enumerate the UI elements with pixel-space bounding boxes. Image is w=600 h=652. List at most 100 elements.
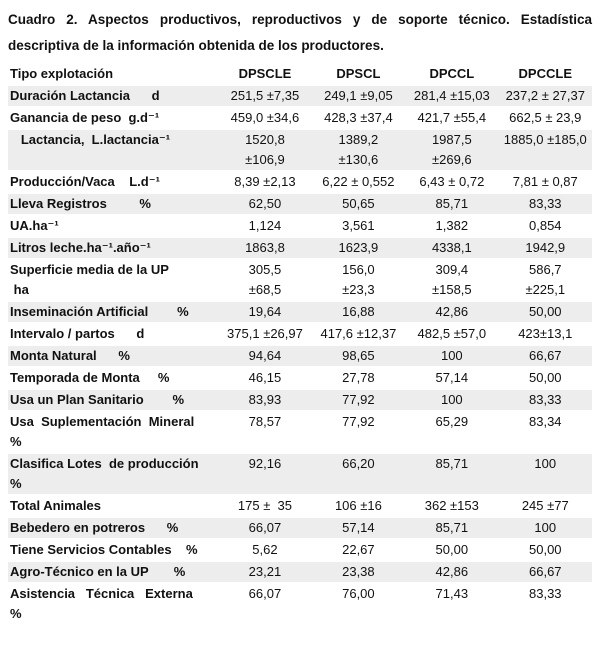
value-cell: 66,20 [311,453,406,496]
value-cell: 305,5 ±68,5 [218,259,312,302]
statistics-table: Tipo explotación DPSCLE DPSCL DPCCL DPCC… [8,64,592,626]
table-row: Ganancia de peso g.d⁻¹ 459,0 ±34,6 428,3 ±… [8,107,592,130]
value-cell: 156,0 ±23,3 [311,259,406,302]
value-cell: 77,92 [311,411,406,454]
value-cell: 50,00 [498,301,592,324]
value-cell: 245 ±77 [498,495,592,518]
table-row: Inseminación Artificial % 19,64 16,88 42,86… [8,301,592,324]
value-cell: 19,64 [218,301,312,324]
row-label: Producción/Vaca L.d⁻¹ [8,171,219,194]
table-row: Asistencia Técnica Externa % 66,07 76,00 71… [8,583,592,626]
value-cell: 22,67 [311,539,406,562]
value-cell: 78,57 [218,411,312,454]
table-row: Bebedero en potreros % 66,07 57,14 85,71 100 [8,517,592,540]
table-page: Cuadro 2. Aspectos productivos, reproduc… [8,12,592,626]
value-cell: 94,64 [218,345,312,368]
table-row: Superficie media de la UP ha 305,5 ±68,5 1… [8,259,592,302]
value-cell: 5,62 [218,539,312,562]
value-cell: 428,3 ±37,4 [311,107,406,130]
value-cell: 459,0 ±34,6 [218,107,312,130]
table-row: Total Animales 175 ± 35 106 ±16 362 ±153 245… [8,495,592,518]
value-cell: 1,382 [405,215,499,238]
value-cell: 6,22 ± 0,552 [311,171,406,194]
value-cell: 106 ±16 [311,495,406,518]
row-label: Clasifica Lotes de producción % [8,453,219,496]
value-cell: 1,124 [218,215,312,238]
value-cell: 57,14 [311,517,406,540]
value-cell: 6,43 ± 0,72 [405,171,499,194]
row-label: Superficie media de la UP ha [8,259,219,302]
row-label: Intervalo / partos d [8,323,219,346]
value-cell: 423±13,1 [498,323,592,346]
value-cell: 16,88 [311,301,406,324]
value-cell: 309,4 ±158,5 [405,259,499,302]
value-cell: 281,4 ±15,03 [405,85,499,108]
row-label: Tiene Servicios Contables % [8,539,219,562]
value-cell: 251,5 ±7,35 [218,85,312,108]
table-row: Duración Lactancia d 251,5 ±7,35 249,1 ±9,… [8,85,592,108]
row-label: Ganancia de peso g.d⁻¹ [8,107,219,130]
value-cell: 1885,0 ±185,0 [498,129,592,172]
value-cell: 100 [498,517,592,540]
value-cell: 83,34 [498,411,592,454]
header-col-dpccl: DPCCL [405,64,499,86]
value-cell: 42,86 [405,561,499,584]
value-cell: 27,78 [311,367,406,390]
value-cell: 23,21 [218,561,312,584]
value-cell: 0,854 [498,215,592,238]
table-row: Lactancia, L.lactancia⁻¹ 1520,8 ±106,9 138… [8,129,592,172]
table-row: Intervalo / partos d 375,1 ±26,97 417,6 ±1… [8,323,592,346]
table-row: Clasifica Lotes de producción % 92,16 66,2… [8,453,592,496]
header-col-dpccle: DPCCLE [498,64,592,86]
value-cell: 586,7 ±225,1 [498,259,592,302]
value-cell: 1389,2 ±130,6 [311,129,406,172]
row-label: Lactancia, L.lactancia⁻¹ [8,129,219,172]
value-cell: 85,71 [405,453,499,496]
table-row: Litros leche.ha⁻¹.año⁻¹ 1863,8 1623,9 4338,… [8,237,592,260]
row-label: Monta Natural % [8,345,219,368]
value-cell: 1520,8 ±106,9 [218,129,312,172]
row-label: Usa un Plan Sanitario % [8,389,219,412]
table-row: Usa Suplementación Mineral % 78,57 77,92 65… [8,411,592,454]
value-cell: 482,5 ±57,0 [405,323,499,346]
value-cell: 100 [405,345,499,368]
value-cell: 83,93 [218,389,312,412]
value-cell: 71,43 [405,583,499,626]
table-row: Tiene Servicios Contables % 5,62 22,67 50,0… [8,539,592,562]
value-cell: 85,71 [405,193,499,216]
value-cell: 50,00 [498,539,592,562]
value-cell: 57,14 [405,367,499,390]
row-label: Asistencia Técnica Externa % [8,583,219,626]
value-cell: 23,38 [311,561,406,584]
value-cell: 4338,1 [405,237,499,260]
row-label: Temporada de Monta % [8,367,219,390]
row-label: Lleva Registros % [8,193,219,216]
table-row: Monta Natural % 94,64 98,65 100 66,67 [8,345,592,368]
row-label: Litros leche.ha⁻¹.año⁻¹ [8,237,219,260]
value-cell: 50,65 [311,193,406,216]
value-cell: 66,07 [218,583,312,626]
value-cell: 66,07 [218,517,312,540]
value-cell: 76,00 [311,583,406,626]
table-row: Agro-Técnico en la UP % 23,21 23,38 42,86 66… [8,561,592,584]
header-col-dpscl: DPSCL [311,64,406,86]
header-row: Tipo explotación DPSCLE DPSCL DPCCL DPCC… [8,64,592,86]
row-label: Duración Lactancia d [8,85,219,108]
row-label: Usa Suplementación Mineral % [8,411,219,454]
value-cell: 92,16 [218,453,312,496]
value-cell: 83,33 [498,583,592,626]
value-cell: 421,7 ±55,4 [405,107,499,130]
value-cell: 77,92 [311,389,406,412]
table-body: Duración Lactancia d 251,5 ±7,35 249,1 ±9,… [8,85,592,626]
table-row: Lleva Registros % 62,50 50,65 85,71 83,33 [8,193,592,216]
value-cell: 66,67 [498,561,592,584]
value-cell: 42,86 [405,301,499,324]
value-cell: 83,33 [498,193,592,216]
header-col-dpscle: DPSCLE [218,64,312,86]
table-row: Usa un Plan Sanitario % 83,93 77,92 100 83,3… [8,389,592,412]
value-cell: 50,00 [405,539,499,562]
value-cell: 100 [405,389,499,412]
value-cell: 1623,9 [311,237,406,260]
value-cell: 1942,9 [498,237,592,260]
value-cell: 1987,5 ±269,6 [405,129,499,172]
